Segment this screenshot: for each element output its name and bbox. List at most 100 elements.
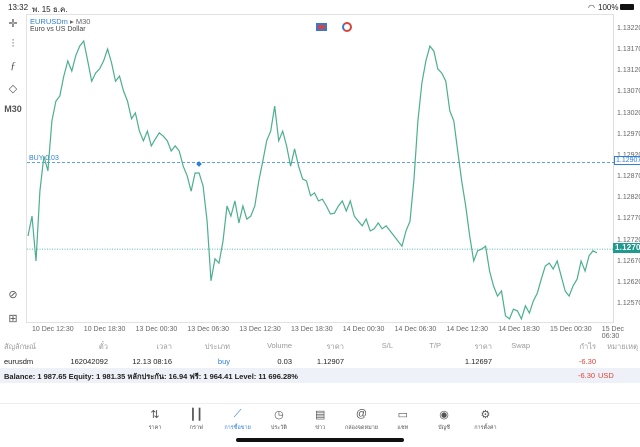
chart-toolbar: ✛ ⫶ ƒ ◇ M30 ⊘ ⊞	[0, 14, 26, 334]
column-header-4: Volume	[266, 341, 292, 350]
y-tick-label: 1.12970	[617, 130, 640, 138]
y-tick-label: 1.12920	[617, 151, 640, 159]
x-tick-label: 10 Dec 12:30	[32, 326, 74, 333]
add-icon[interactable]: ⊞	[8, 313, 18, 325]
bottom-nav: ⇅ ราคา ┃┃ กราฟ ⟋ การซื้อขาย ◷ ประวัติ ▤ ข่าว @ กล่อ…	[0, 403, 640, 433]
chart-timeframe: M30	[75, 17, 91, 26]
zoom-icon[interactable]: ⊘	[8, 289, 18, 301]
news-icon: ▤	[314, 409, 326, 421]
column-header-7: T/P	[429, 341, 441, 350]
quotes-icon: ⇅	[150, 409, 160, 421]
total-profit: -6.30	[578, 371, 596, 380]
x-tick-label: 10 Dec 18:30	[83, 326, 126, 333]
x-tick-label: 15 Dec 00:30	[550, 326, 592, 333]
cell-5: 1.12907	[316, 357, 344, 366]
y-tick-label: 1.12670	[617, 257, 640, 265]
nav-tab-5[interactable]: @ กล่องจดหมาย	[342, 408, 382, 432]
timeframe-button[interactable]: M30	[4, 104, 22, 114]
wifi-icon: ◠	[588, 3, 595, 12]
x-tick-label: 14 Dec 12:30	[446, 326, 489, 333]
chat-icon: ▭	[397, 409, 408, 421]
y-tick-label: 1.12620	[617, 278, 640, 286]
history-icon: ◷	[274, 409, 284, 421]
battery-percent: 100%	[598, 3, 619, 12]
x-tick-label: 13 Dec 00:30	[135, 326, 178, 333]
one-click-trade-icon[interactable]	[316, 23, 327, 31]
buy-order-label[interactable]: BUY 0.03	[29, 155, 59, 162]
status-bar: 13:32 พ. 15 ธ.ค. ◠ 100%	[0, 0, 640, 14]
nav-tab-2[interactable]: ⟋ การซื้อขาย	[218, 408, 258, 432]
column-header-6: S/L	[381, 341, 393, 350]
nav-tab-0[interactable]: ⇅ ราคา	[135, 408, 175, 432]
trade-icon: ⟋	[233, 408, 242, 420]
nav-tab-4[interactable]: ▤ ข่าว	[300, 408, 340, 432]
cell-4: 0.03	[277, 357, 292, 366]
x-tick-label: 14 Dec 00:30	[342, 326, 385, 333]
mailbox-icon: @	[355, 408, 368, 420]
x-tick-label: 15 Dec 06:30	[601, 326, 624, 340]
objects-icon[interactable]: ◇	[8, 83, 18, 95]
cell-1: 162042092	[70, 357, 108, 366]
indicators-icon[interactable]: ⫶	[11, 38, 15, 50]
price-line	[27, 39, 598, 321]
x-tick-label: 14 Dec 06:30	[394, 326, 437, 333]
balance-bar: Balance: 1 987.65 Equity: 1 981.35 หลักป…	[0, 368, 640, 383]
currency: USD	[598, 371, 614, 380]
cell-8: 1.12697	[464, 357, 492, 366]
column-header-5: ราคา	[326, 342, 344, 351]
signal-icon[interactable]	[342, 22, 352, 32]
x-tick-label: 14 Dec 18:30	[498, 326, 540, 333]
status-time: 13:32	[8, 3, 29, 12]
buy-price-tag: 1.12907	[614, 156, 640, 166]
balance-summary: Balance: 1 987.65 Equity: 1 981.35 หลักป…	[4, 372, 298, 381]
nav-tab-3[interactable]: ◷ ประวัติ	[259, 408, 299, 432]
nav-tab-8[interactable]: ⚙ การตั้งค่า	[465, 408, 505, 432]
column-header-9: Swap	[511, 341, 530, 350]
status-date: พ. 15 ธ.ค.	[32, 5, 68, 14]
column-header-8: ราคา	[474, 342, 492, 351]
nav-label: กล่องจดหมาย	[344, 425, 379, 431]
column-header-1: ตั๋ว	[98, 342, 108, 351]
nav-tab-6[interactable]: ▭ แชท	[383, 408, 423, 432]
nav-label: ข่าว	[315, 425, 326, 431]
nav-label: ประวัติ	[270, 425, 287, 431]
price-chart[interactable]: EURUSDm ▸ M30 Euro vs US Dollar BUY 0.03	[26, 14, 615, 323]
cell-10: -6.30	[578, 357, 596, 366]
chart-canvas	[27, 39, 615, 321]
nav-label: แชท	[397, 425, 409, 431]
cell-0: eurusdm	[4, 357, 34, 366]
y-tick-label: 1.13170	[617, 46, 640, 54]
column-header-0: สัญลักษณ์	[4, 342, 37, 351]
x-tick-label: 13 Dec 12:30	[239, 326, 281, 333]
nav-label: การตั้งค่า	[474, 425, 497, 431]
y-tick-label: 1.12570	[617, 299, 640, 307]
positions-header: สัญลักษณ์ ตั๋ว เวลา ประเภท Volume ราคา S/L T/P ร…	[0, 338, 640, 352]
account-icon: ◉	[439, 409, 449, 421]
symbol-description: Euro vs US Dollar	[30, 26, 86, 33]
y-tick-label: 1.13220	[617, 25, 640, 32]
nav-label: บัญชี	[438, 425, 451, 431]
column-header-3: ประเภท	[204, 342, 230, 351]
nav-label: ราคา	[148, 425, 162, 431]
column-header-10: กำไร	[579, 342, 596, 351]
y-tick-label: 1.13120	[617, 67, 640, 75]
y-tick-label: 1.13020	[617, 109, 640, 117]
y-tick-label: 1.12720	[617, 236, 640, 244]
y-tick-label: 1.12770	[617, 215, 640, 223]
chart-icon: ┃┃	[189, 409, 203, 421]
nav-tab-1[interactable]: ┃┃ กราฟ	[176, 408, 216, 432]
nav-tab-7[interactable]: ◉ บัญชี	[424, 408, 464, 432]
cell-3: buy	[217, 357, 230, 366]
buy-entry-marker	[196, 161, 202, 167]
column-header-11: หมายเหตุ	[607, 342, 638, 351]
settings-icon: ⚙	[480, 409, 491, 421]
current-price-tag: 1.12702	[613, 243, 640, 254]
y-tick-label: 1.13070	[617, 88, 640, 96]
nav-label: การซื้อขาย	[224, 425, 251, 431]
crosshair-icon[interactable]: ✛	[8, 18, 18, 30]
symbol-name[interactable]: EURUSDm	[30, 17, 68, 26]
y-tick-label: 1.12820	[617, 194, 640, 202]
home-indicator	[236, 438, 404, 442]
position-row[interactable]: eurusdm 162042092 12.13 08:16 buy 0.03 1.1290…	[0, 354, 640, 368]
function-icon[interactable]: ƒ	[10, 60, 16, 72]
